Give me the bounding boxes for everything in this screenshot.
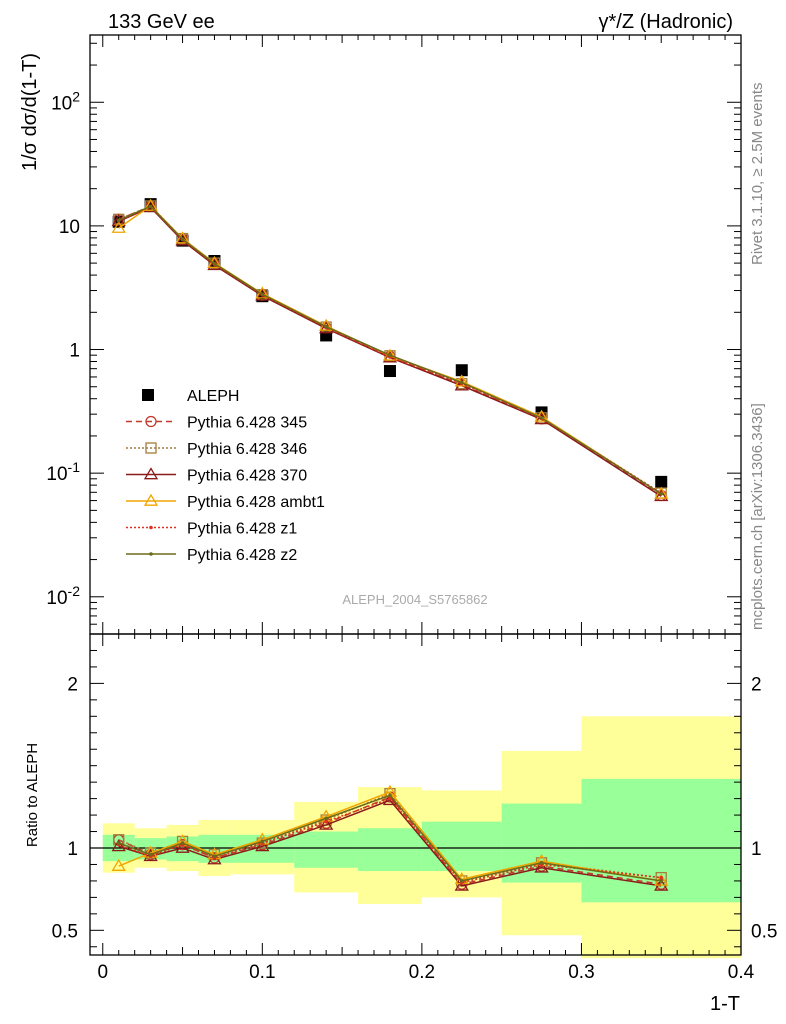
data-point — [388, 353, 392, 357]
watermark: ALEPH_2004_S5765862 — [342, 592, 487, 607]
y-tick-label: 0.5 — [52, 921, 78, 942]
legend-label: Pythia 6.428 z2 — [187, 547, 297, 564]
x-tick-label: 0.4 — [728, 962, 755, 983]
main-frame — [89, 34, 742, 635]
xlabel: 1-T — [710, 993, 740, 1015]
y-tick-label: 1 — [67, 839, 78, 860]
series-line — [118, 206, 662, 497]
mcplots-label: mcplots.cern.ch [arXiv:1306.3436] — [749, 403, 766, 630]
y-tick-label: 2 — [67, 674, 78, 695]
data-point — [180, 237, 185, 242]
stat-uncertainty-band — [358, 828, 422, 872]
data-point — [180, 841, 185, 845]
data-point — [111, 213, 126, 227]
legend-label: Pythia 6.428 z1 — [187, 521, 297, 538]
x-tick-label: 0.1 — [249, 962, 275, 983]
data-point — [454, 378, 469, 391]
data-point — [145, 442, 157, 454]
ratio-series-5 — [116, 793, 664, 883]
data-point — [654, 489, 669, 502]
data-point — [255, 839, 270, 852]
y-tick-label: 0.5 — [751, 921, 777, 942]
data-point — [534, 860, 549, 873]
data-point — [116, 841, 121, 845]
data-point — [175, 233, 190, 246]
data-point — [319, 817, 334, 830]
ratio-line — [118, 799, 662, 887]
legend-label: Pythia 6.428 ambt1 — [187, 494, 325, 511]
legend-label: Pythia 6.428 370 — [187, 468, 307, 485]
stat-uncertainty-band — [294, 831, 359, 868]
data-point — [212, 261, 217, 266]
data-point — [659, 875, 664, 880]
series-line — [118, 205, 662, 495]
data-point — [454, 878, 469, 891]
data-point — [175, 840, 190, 853]
ratio-ylabel: Ratio to ALEPH — [24, 743, 41, 847]
y-tick-label: 2 — [751, 674, 762, 695]
data-point — [455, 364, 468, 377]
data-point — [324, 324, 328, 329]
data-point — [324, 819, 328, 824]
ratio-line — [118, 791, 662, 882]
legend-marker — [142, 389, 154, 401]
data-point — [654, 486, 669, 499]
ratio-frame — [89, 633, 742, 956]
data-point — [149, 552, 153, 556]
ratio-line — [118, 794, 662, 882]
plot-layer: 0 0.1 0.2 0.3 0.4 10-2 10-1 1 10 102 0.5 0.5 1 1 2 2 ALE… — [46, 34, 777, 983]
data-point — [111, 839, 126, 852]
data-point — [655, 475, 668, 488]
series-6 — [116, 204, 664, 496]
data-point — [111, 220, 126, 233]
data-point — [111, 858, 126, 871]
data-point — [324, 816, 328, 821]
header-right: γ*/Z (Hadronic) — [599, 11, 733, 33]
y-tick-label: 102 — [51, 88, 80, 114]
data-point — [539, 861, 544, 865]
data-point — [539, 416, 544, 420]
data-point — [148, 852, 153, 857]
data-point — [212, 854, 217, 859]
ratio-line — [118, 796, 662, 886]
legend-label: Pythia 6.428 346 — [187, 441, 307, 458]
data-point — [260, 839, 265, 844]
ratio-series-2 — [111, 792, 669, 891]
data-point — [459, 380, 464, 385]
y-tick-label: 1 — [69, 341, 80, 362]
main-ylabel: 1/σ dσ/d(1-T) — [19, 53, 41, 171]
x-tick-label: 0.2 — [409, 962, 435, 983]
data-point — [145, 415, 157, 428]
data-point — [459, 879, 464, 883]
data-point — [175, 231, 190, 244]
data-point — [149, 525, 153, 530]
data-point — [383, 365, 396, 378]
header-left: 133 GeV ee — [108, 11, 215, 33]
data-point — [659, 879, 664, 883]
data-point — [148, 204, 153, 209]
y-tick-label: 10 — [59, 217, 80, 238]
y-tick-label: 10-2 — [46, 583, 80, 609]
data-point — [143, 200, 158, 213]
legend-label: ALEPH — [187, 388, 239, 405]
data-point — [260, 292, 265, 297]
data-point — [143, 467, 159, 480]
data-point — [388, 793, 392, 798]
x-tick-label: 0 — [97, 962, 108, 983]
rivet-label: Rivet 3.1.10, ≥ 2.5M events — [749, 83, 766, 266]
x-tick-label: 0.3 — [568, 962, 594, 983]
data-point — [388, 796, 392, 801]
y-tick-label: 10-1 — [46, 459, 80, 485]
data-point — [143, 198, 158, 211]
y-tick-label: 1 — [751, 839, 762, 860]
data-point — [143, 493, 159, 506]
legend-label: Pythia 6.428 345 — [187, 415, 307, 432]
data-point — [659, 492, 664, 496]
data-point — [116, 218, 121, 223]
